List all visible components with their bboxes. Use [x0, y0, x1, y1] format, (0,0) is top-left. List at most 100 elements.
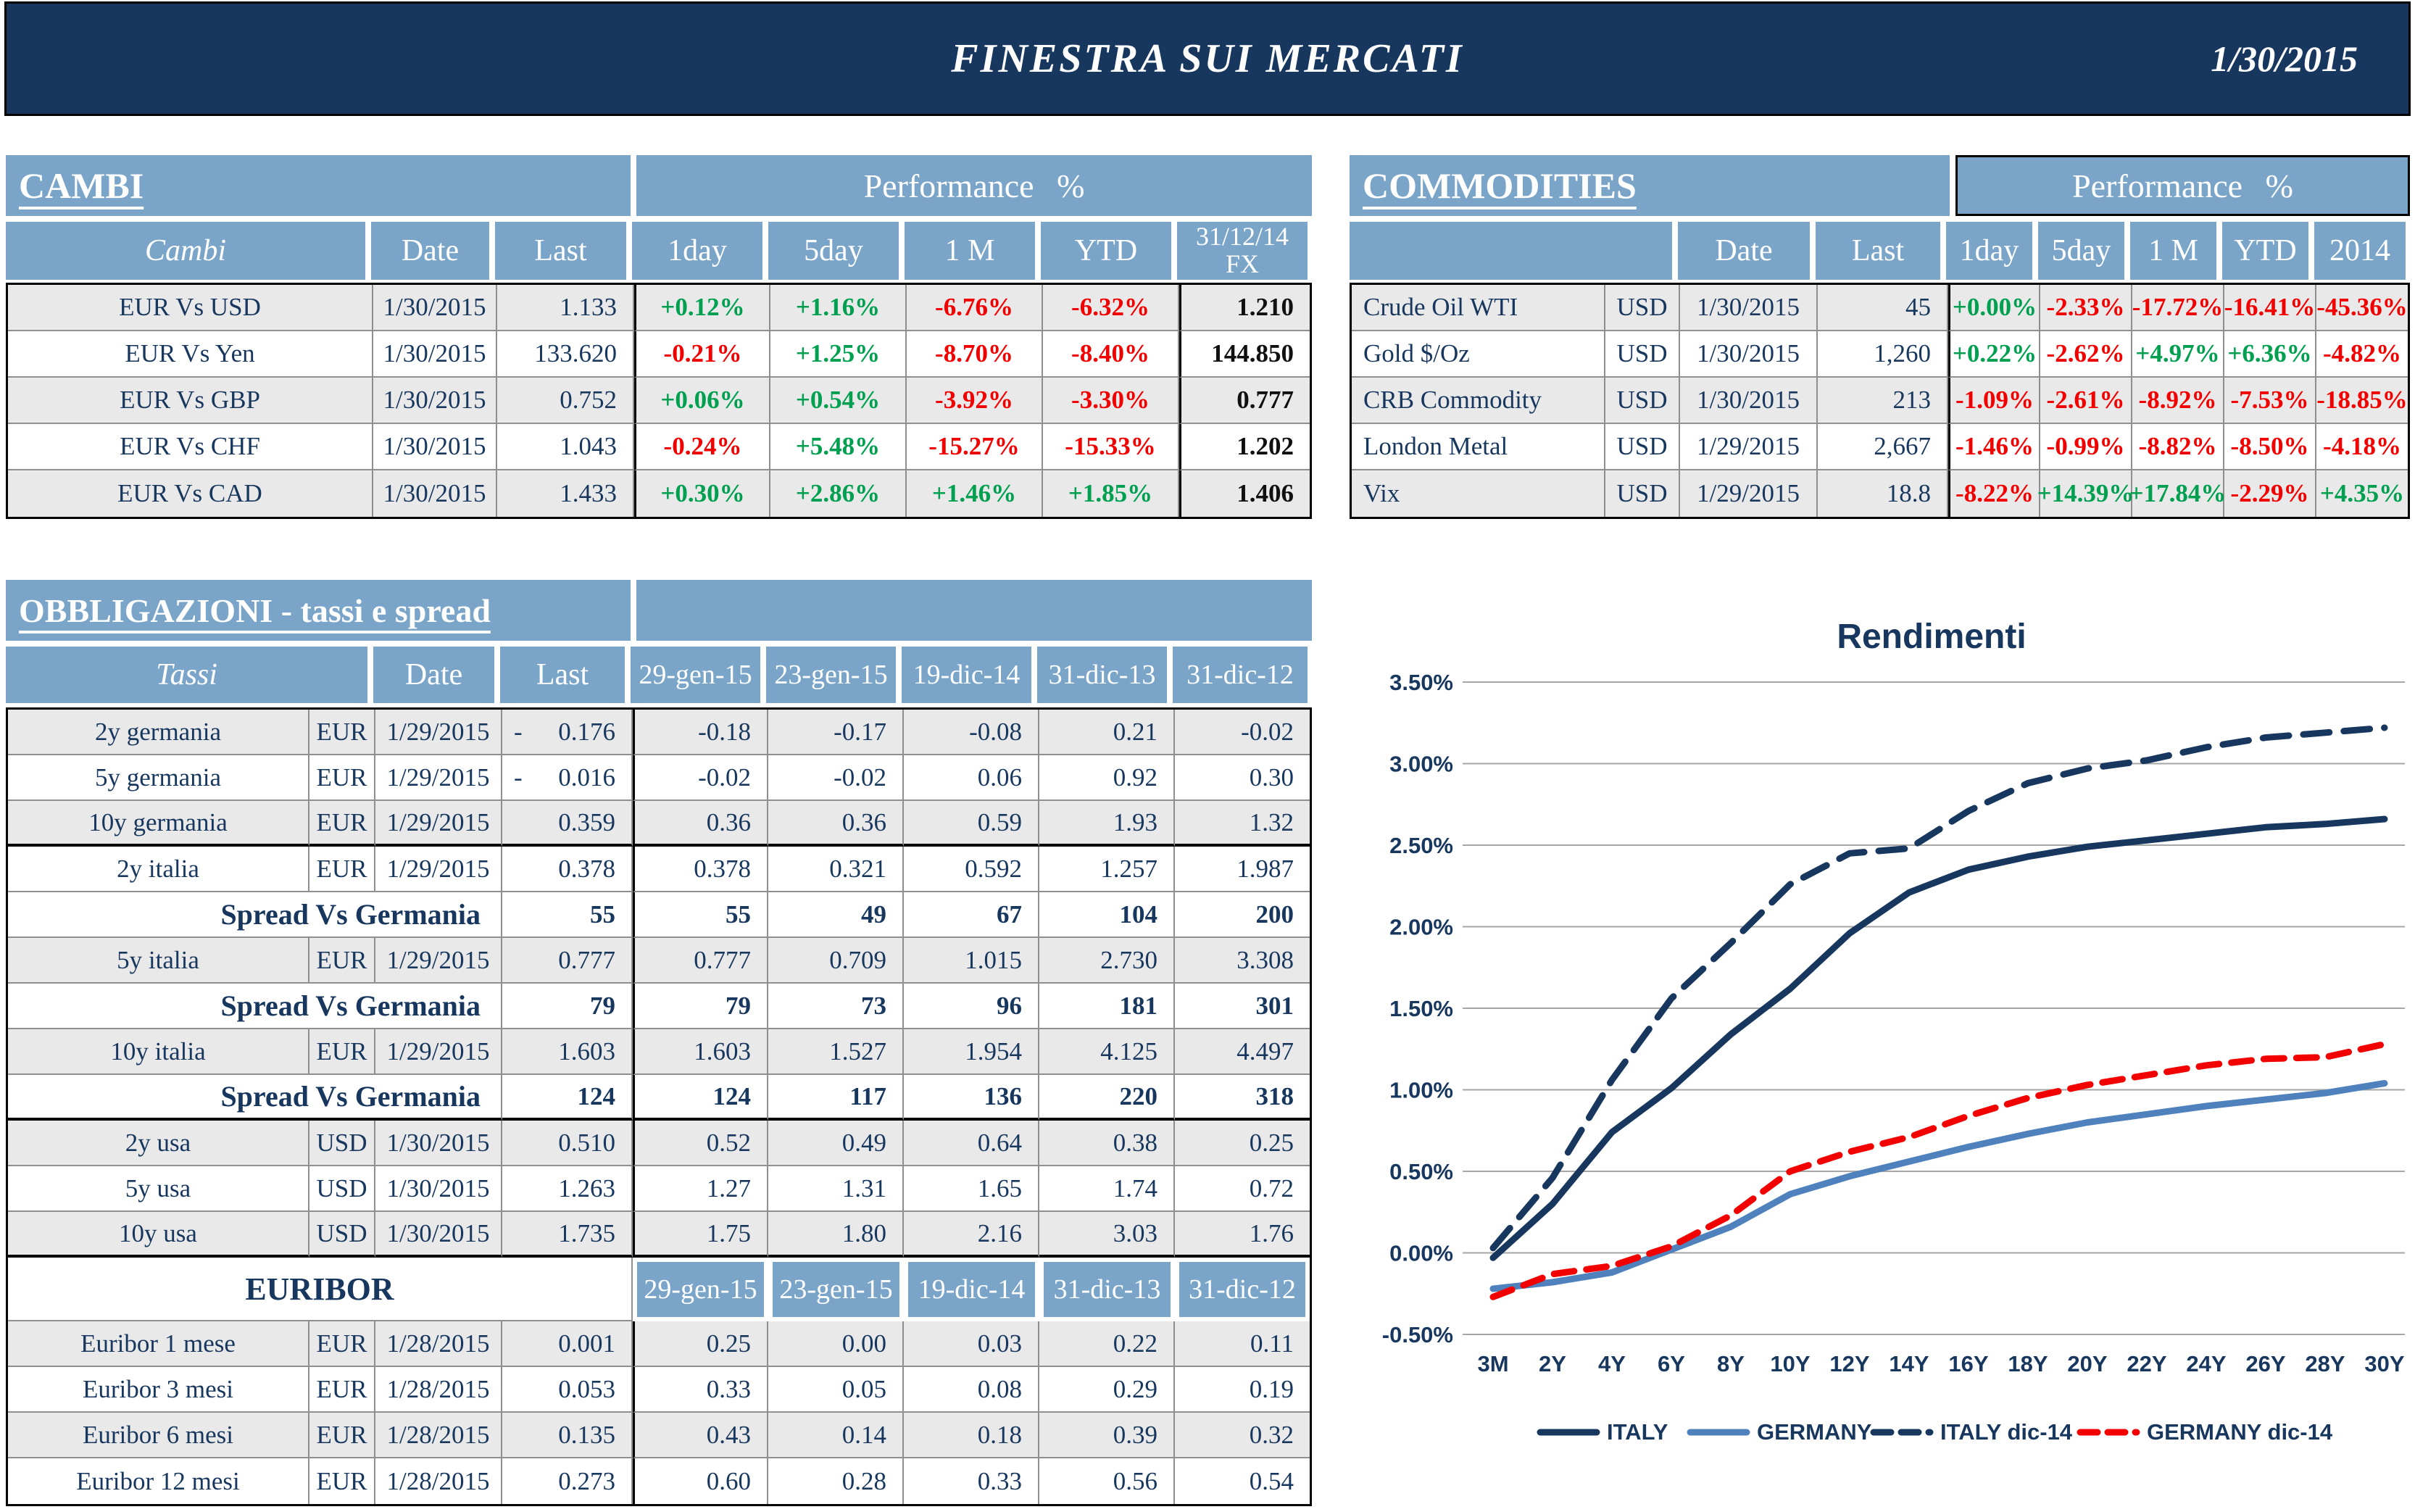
- x-axis-tick-label: 28Y: [2305, 1351, 2345, 1376]
- date-cell: 1/28/2015: [375, 1413, 502, 1458]
- value-cell: 1.76: [1175, 1212, 1310, 1258]
- value-cell: 0.33: [904, 1458, 1039, 1504]
- bond-name: 10y germania: [8, 801, 309, 847]
- perf-cell: -3.92%: [907, 378, 1043, 424]
- last-cell: 124: [502, 1075, 633, 1121]
- perf-cell: -6.32%: [1043, 285, 1179, 331]
- y-axis-tick-label: 2.00%: [1389, 915, 1453, 940]
- pair-name: EUR Vs USD: [8, 285, 373, 331]
- bond-name: 5y usa: [8, 1166, 309, 1212]
- cambi-col-1day: 1day: [632, 222, 768, 280]
- value-cell: 301: [1175, 984, 1310, 1029]
- bonds-header-row: Tassi Date Last 29-gen-15 23-gen-15 19-d…: [6, 647, 1312, 703]
- date-cell: 1/29/2015: [375, 710, 502, 755]
- bond-row: 5y germania EUR 1/29/2015-0.016 -0.02 -0.02 0…: [8, 755, 1310, 801]
- fx-cell: 0.777: [1179, 378, 1310, 424]
- yield-chart: Rendimenti 3.50% 3.00% 2.50% 2.00% 1.50% 1.00%…: [1355, 599, 2414, 1509]
- y-axis-tick-label: 0.00%: [1389, 1241, 1453, 1266]
- bonds-title-spacer: [636, 580, 1312, 641]
- value-cell: 0.33: [633, 1367, 768, 1413]
- value-cell: 0.06: [904, 755, 1039, 801]
- ccy-cell: EUR: [309, 847, 375, 892]
- value-cell: 200: [1175, 892, 1310, 938]
- cambi-col-1m: 1 M: [905, 222, 1041, 280]
- y-axis-tick-label: 1.50%: [1389, 996, 1453, 1021]
- y-axis-tick-label: 0.50%: [1389, 1159, 1453, 1184]
- date-cell: 1/30/2015: [1680, 285, 1818, 331]
- ccy-cell: EUR: [309, 938, 375, 984]
- perf-cell: +6.36%: [2224, 331, 2316, 378]
- perf-cell: +14.39%: [2037, 470, 2134, 517]
- commodities-col-2014: 2014: [2314, 222, 2406, 280]
- ccy-cell: USD: [1605, 424, 1680, 470]
- commodities-section-title: COMMODITIES: [1363, 165, 1637, 206]
- date-cell: 1/30/2015: [1680, 331, 1818, 378]
- value-cell: 1.954: [904, 1029, 1039, 1075]
- last-cell: 0.752: [497, 378, 634, 424]
- euribor-date-header: 31-dic-12: [1175, 1258, 1310, 1321]
- cambi-row: EUR Vs CAD 1/30/2015 1.433 +0.30% +2.86% +1.4…: [8, 470, 1310, 517]
- bond-row: Euribor 6 mesi EUR 1/28/2015 0.135 0.43 0.14 0…: [8, 1413, 1310, 1458]
- header-banner: FINESTRA SUI MERCATI 1/30/2015: [4, 1, 2411, 116]
- perf-cell: -1.46%: [1948, 424, 2040, 470]
- value-cell: 1.32: [1175, 801, 1310, 847]
- value-cell: 0.21: [1039, 710, 1175, 755]
- value-cell: 0.56: [1039, 1458, 1175, 1504]
- perf-cell: +1.85%: [1043, 470, 1179, 517]
- value-cell: 181: [1039, 984, 1175, 1029]
- value-cell: 55: [633, 892, 768, 938]
- x-axis-tick-label: 26Y: [2245, 1351, 2285, 1376]
- value-cell: 0.39: [1039, 1413, 1175, 1458]
- date-cell: 1/30/2015: [375, 1166, 502, 1212]
- commodities-table: Crude Oil WTI USD 1/30/2015 45 +0.00% -2.33% -…: [1350, 283, 2410, 519]
- value-cell: 0.59: [904, 801, 1039, 847]
- date-cell: 1/29/2015: [375, 1029, 502, 1075]
- date-cell: 1/28/2015: [375, 1367, 502, 1413]
- x-axis-tick-label: 24Y: [2186, 1351, 2226, 1376]
- euribor-date-header: 19-dic-14: [904, 1258, 1039, 1321]
- legend-label: ITALY dic-14: [1940, 1419, 2073, 1445]
- bond-name: 2y italia: [8, 847, 309, 892]
- ccy-cell: USD: [1605, 470, 1680, 517]
- perf-cell: -0.24%: [634, 424, 770, 470]
- ccy-cell: EUR: [309, 1367, 375, 1413]
- bond-name: Euribor 1 mese: [8, 1321, 309, 1367]
- perf-cell: +0.54%: [770, 378, 907, 424]
- date-cell: 1/28/2015: [375, 1321, 502, 1367]
- last-cell: 1.603: [502, 1029, 633, 1075]
- perf-cell: +5.48%: [770, 424, 907, 470]
- perf-cell: -15.33%: [1043, 424, 1179, 470]
- ccy-cell: USD: [309, 1121, 375, 1166]
- cambi-row: EUR Vs USD 1/30/2015 1.133 +0.12% +1.16% -6.7…: [8, 285, 1310, 331]
- date-cell: 1/30/2015: [373, 331, 497, 378]
- value-cell: 0.92: [1039, 755, 1175, 801]
- ccy-cell: USD: [309, 1166, 375, 1212]
- perf-cell: +1.25%: [770, 331, 907, 378]
- date-cell: 1/30/2015: [373, 285, 497, 331]
- series-line-italy-dic-14: [1489, 724, 2388, 1252]
- value-cell: 0.36: [768, 801, 904, 847]
- date-cell: 1/30/2015: [373, 378, 497, 424]
- commodities-performance-title: Performance %: [2072, 167, 2293, 204]
- commodity-row: CRB Commodity USD 1/30/2015 213 -1.09% -2.61%…: [1352, 378, 2408, 424]
- value-cell: 0.00: [768, 1321, 904, 1367]
- commodity-name: Vix: [1352, 470, 1605, 517]
- value-cell: 0.25: [1175, 1121, 1310, 1166]
- value-cell: 0.05: [768, 1367, 904, 1413]
- euribor-section-title: EURIBOR: [8, 1258, 633, 1321]
- perf-cell: -6.76%: [907, 285, 1043, 331]
- bonds-title-block: OBBLIGAZIONI - tassi e spread: [6, 580, 631, 641]
- bonds-col-name: Tassi: [6, 647, 373, 703]
- perf-cell: -7.53%: [2224, 378, 2316, 424]
- value-cell: 1.015: [904, 938, 1039, 984]
- bond-name: 5y germania: [8, 755, 309, 801]
- chart-title: Rendimenti: [1837, 618, 2026, 656]
- value-cell: 1.603: [633, 1029, 768, 1075]
- x-axis-tick-label: 8Y: [1717, 1351, 1745, 1376]
- cambi-section-title: CAMBI: [19, 165, 144, 206]
- commodities-col-last: Last: [1816, 222, 1946, 280]
- bond-name: 10y usa: [8, 1212, 309, 1258]
- value-cell: 2.730: [1039, 938, 1175, 984]
- value-cell: 1.75: [633, 1212, 768, 1258]
- date-cell: 1/29/2015: [375, 847, 502, 892]
